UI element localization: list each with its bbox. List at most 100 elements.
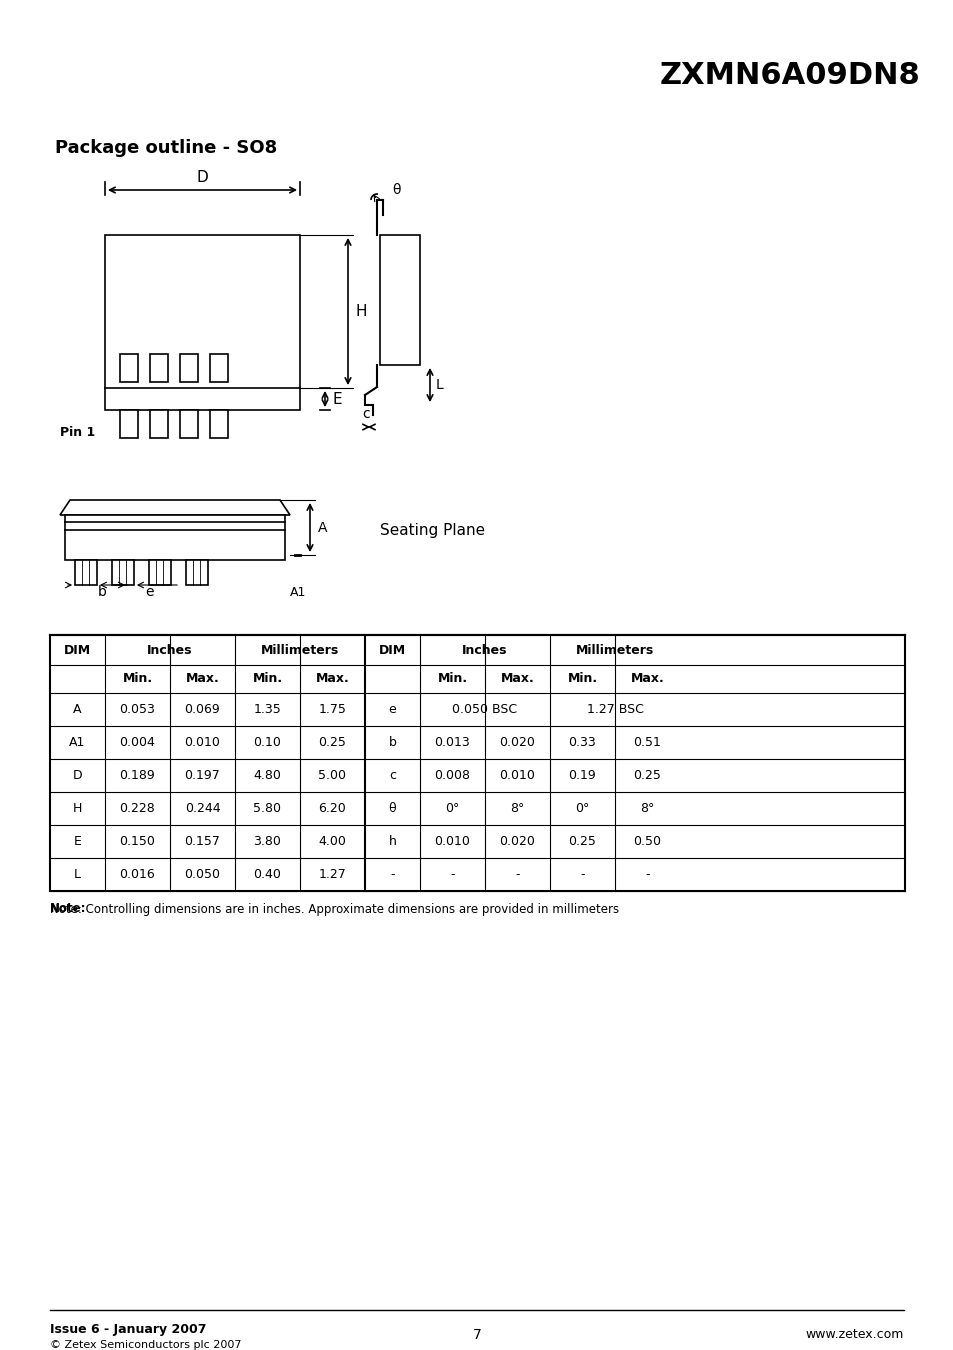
Text: E: E bbox=[73, 836, 81, 848]
Text: Seating Plane: Seating Plane bbox=[379, 522, 485, 537]
Text: 0.004: 0.004 bbox=[119, 736, 155, 749]
Polygon shape bbox=[60, 500, 290, 514]
Text: Min.: Min. bbox=[567, 672, 597, 686]
Bar bbox=[186, 560, 208, 585]
Text: 0.020: 0.020 bbox=[499, 836, 535, 848]
Text: θ: θ bbox=[392, 184, 400, 197]
Text: -: - bbox=[644, 868, 649, 882]
Text: 0.050 BSC: 0.050 BSC bbox=[452, 703, 517, 716]
Text: 0.51: 0.51 bbox=[633, 736, 660, 749]
Text: ZXMN6A09DN8: ZXMN6A09DN8 bbox=[659, 61, 919, 89]
Text: 0.053: 0.053 bbox=[119, 703, 155, 716]
Text: 0.33: 0.33 bbox=[568, 736, 596, 749]
Text: Max.: Max. bbox=[630, 672, 663, 686]
Text: 0.228: 0.228 bbox=[119, 802, 155, 815]
Text: Inches: Inches bbox=[462, 644, 507, 656]
Text: A: A bbox=[317, 521, 327, 535]
Text: 4.00: 4.00 bbox=[318, 836, 346, 848]
Text: θ: θ bbox=[388, 802, 395, 815]
Text: 4.80: 4.80 bbox=[253, 769, 281, 782]
Text: 0.020: 0.020 bbox=[499, 736, 535, 749]
Text: -: - bbox=[450, 868, 455, 882]
Text: www.zetex.com: www.zetex.com bbox=[804, 1328, 903, 1342]
Text: 1.75: 1.75 bbox=[318, 703, 346, 716]
Text: L: L bbox=[436, 378, 443, 392]
Text: 1.27: 1.27 bbox=[318, 868, 346, 882]
Text: 0°: 0° bbox=[445, 802, 459, 815]
Bar bbox=[210, 410, 228, 437]
Text: Max.: Max. bbox=[315, 672, 349, 686]
Text: H: H bbox=[72, 802, 82, 815]
Text: 3.80: 3.80 bbox=[253, 836, 281, 848]
Text: 1.35: 1.35 bbox=[253, 703, 281, 716]
Text: DIM: DIM bbox=[64, 644, 91, 656]
Bar bbox=[150, 354, 168, 382]
Text: 0.25: 0.25 bbox=[318, 736, 346, 749]
Text: Note:: Note: bbox=[50, 903, 87, 915]
Bar bbox=[112, 560, 133, 585]
Text: b: b bbox=[388, 736, 396, 749]
Text: 0.008: 0.008 bbox=[434, 769, 470, 782]
Text: Min.: Min. bbox=[437, 672, 467, 686]
Text: -: - bbox=[515, 868, 519, 882]
Text: 0.25: 0.25 bbox=[568, 836, 596, 848]
Text: E: E bbox=[333, 392, 342, 406]
Text: A1: A1 bbox=[290, 586, 306, 598]
Text: 0.013: 0.013 bbox=[435, 736, 470, 749]
Text: A: A bbox=[73, 703, 82, 716]
Bar bbox=[149, 560, 171, 585]
Text: c: c bbox=[389, 769, 395, 782]
Text: Package outline - SO8: Package outline - SO8 bbox=[55, 139, 277, 157]
Text: 0.25: 0.25 bbox=[633, 769, 660, 782]
Text: D: D bbox=[72, 769, 82, 782]
Text: 0.157: 0.157 bbox=[184, 836, 220, 848]
Text: Issue 6 - January 2007: Issue 6 - January 2007 bbox=[50, 1323, 206, 1336]
Bar bbox=[180, 354, 198, 382]
Text: 0.10: 0.10 bbox=[253, 736, 281, 749]
Text: 0.50: 0.50 bbox=[633, 836, 660, 848]
Text: 8°: 8° bbox=[639, 802, 654, 815]
Bar bbox=[210, 354, 228, 382]
Text: 7: 7 bbox=[472, 1328, 481, 1342]
Bar bbox=[120, 354, 138, 382]
Text: 1.27 BSC: 1.27 BSC bbox=[586, 703, 642, 716]
Bar bbox=[180, 410, 198, 437]
Text: e: e bbox=[146, 585, 154, 599]
Text: Inches: Inches bbox=[147, 644, 193, 656]
Text: 5.80: 5.80 bbox=[253, 802, 281, 815]
Text: -: - bbox=[390, 868, 395, 882]
Text: Min.: Min. bbox=[253, 672, 282, 686]
Bar bbox=[379, 235, 419, 364]
Text: 0.189: 0.189 bbox=[119, 769, 155, 782]
Text: 0.069: 0.069 bbox=[185, 703, 220, 716]
Text: 0.244: 0.244 bbox=[185, 802, 220, 815]
Text: 6.20: 6.20 bbox=[318, 802, 346, 815]
Bar bbox=[75, 560, 97, 585]
Text: L: L bbox=[74, 868, 81, 882]
Text: -: - bbox=[579, 868, 584, 882]
Bar bbox=[120, 410, 138, 437]
Text: 0°: 0° bbox=[575, 802, 589, 815]
Text: c: c bbox=[362, 406, 370, 421]
Text: 0.19: 0.19 bbox=[568, 769, 596, 782]
Text: A1: A1 bbox=[70, 736, 86, 749]
Text: Max.: Max. bbox=[500, 672, 534, 686]
Bar bbox=[65, 514, 285, 560]
Text: D: D bbox=[196, 170, 208, 185]
Text: Millimeters: Millimeters bbox=[260, 644, 338, 656]
Text: 0.010: 0.010 bbox=[184, 736, 220, 749]
Text: 0.197: 0.197 bbox=[185, 769, 220, 782]
Text: 0.150: 0.150 bbox=[119, 836, 155, 848]
Text: 0.010: 0.010 bbox=[435, 836, 470, 848]
Text: 0.40: 0.40 bbox=[253, 868, 281, 882]
Text: Min.: Min. bbox=[122, 672, 152, 686]
Text: 0.050: 0.050 bbox=[184, 868, 220, 882]
Bar bbox=[105, 235, 299, 410]
Text: 8°: 8° bbox=[510, 802, 524, 815]
Text: © Zetex Semiconductors plc 2007: © Zetex Semiconductors plc 2007 bbox=[50, 1341, 241, 1350]
Text: 5.00: 5.00 bbox=[318, 769, 346, 782]
Text: Millimeters: Millimeters bbox=[576, 644, 654, 656]
Text: H: H bbox=[355, 304, 367, 319]
Text: e: e bbox=[388, 703, 395, 716]
Text: h: h bbox=[388, 836, 396, 848]
